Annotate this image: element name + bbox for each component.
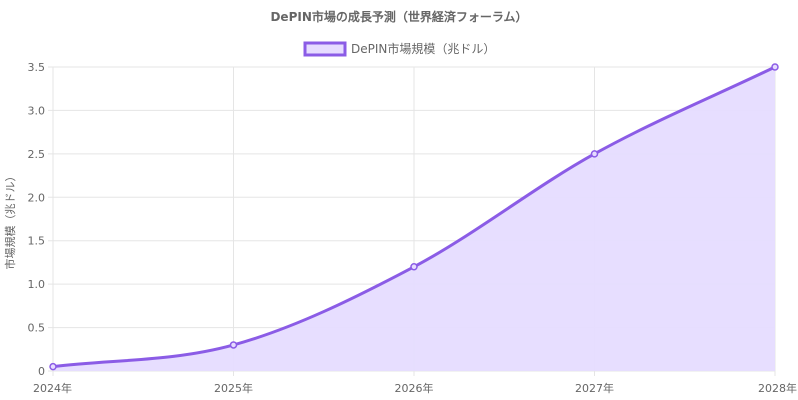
- y-tick-label: 1.0: [28, 278, 46, 291]
- y-tick-label: 2.5: [28, 148, 46, 161]
- y-tick-label: 3.0: [28, 104, 46, 117]
- x-axis-ticks: 2024年 2025年 2026年 2027年 2028年: [33, 381, 797, 395]
- data-point[interactable]: [49, 362, 57, 371]
- data-point[interactable]: [229, 341, 238, 349]
- x-tick-label: 2024年: [33, 381, 72, 395]
- series-area-fill: [53, 67, 775, 371]
- data-point[interactable]: [771, 63, 779, 71]
- chart-title: DePIN市場の成長予測（世界経済フォーラム）: [270, 9, 527, 24]
- y-tick-label: 2.0: [28, 191, 46, 204]
- x-tick-label: 2026年: [395, 381, 434, 395]
- data-point[interactable]: [410, 263, 418, 271]
- y-tick-label: 0: [38, 365, 45, 378]
- y-tick-label: 0.5: [28, 322, 46, 335]
- y-tick-label: 1.5: [28, 235, 46, 248]
- y-tick-label: 3.5: [28, 61, 46, 74]
- legend-label: DePIN市場規模（兆ドル）: [351, 41, 495, 56]
- series-points: [49, 63, 779, 371]
- x-tick-label: 2027年: [575, 381, 614, 395]
- y-axis-ticks: 0 0.5 1.0 1.5 2.0 2.5 3.0 3.5: [28, 61, 46, 378]
- x-tick-label: 2025年: [214, 381, 253, 395]
- legend-swatch: [303, 41, 347, 57]
- x-tick-label: 2028年: [758, 381, 797, 395]
- data-point[interactable]: [590, 150, 599, 158]
- legend[interactable]: DePIN市場規模（兆ドル）: [303, 41, 495, 57]
- y-axis-title: 市場規模（兆ドル）: [3, 171, 17, 270]
